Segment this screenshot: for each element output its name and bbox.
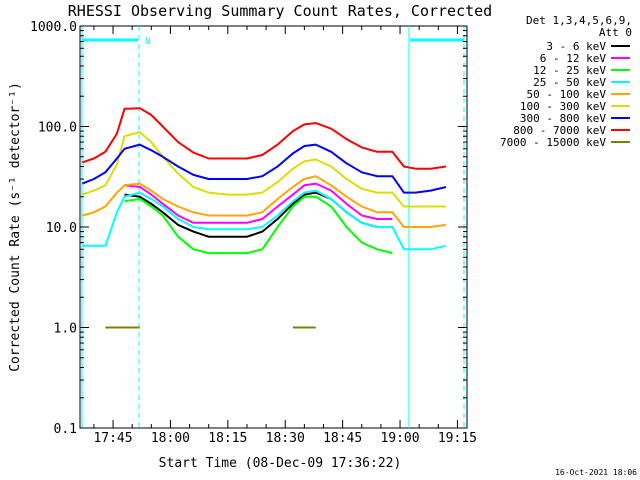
y-axis-label: Corrected Count Rate (s⁻¹ detector⁻¹) bbox=[8, 82, 23, 372]
legend-label: 300 - 800 keV bbox=[520, 112, 606, 125]
axes-layer: 17:45 18:00 18:15 18:30 18:45 19:00 19:15 0.1 1.… bbox=[30, 20, 477, 446]
x-tick-label: 18:00 bbox=[151, 431, 190, 446]
series-line-300-800-kev bbox=[82, 143, 447, 194]
series-line-50-100-kev bbox=[82, 175, 447, 228]
y-tick-label: 100.0 bbox=[38, 121, 77, 136]
x-axis-label: Start Time (08-Dec-09 17:36:22) bbox=[159, 456, 402, 471]
legend-label: 12 - 25 keV bbox=[533, 64, 606, 77]
x-tick-label: 19:00 bbox=[380, 431, 419, 446]
y-tick-label: 1000.0 bbox=[30, 20, 77, 35]
night-marker-label: N bbox=[145, 37, 150, 47]
x-tick-label: 17:45 bbox=[93, 431, 132, 446]
x-tick-label: 18:15 bbox=[208, 431, 247, 446]
series-line-800-7000-kev bbox=[82, 107, 447, 170]
x-tick-label: 18:45 bbox=[323, 431, 362, 446]
chart-title: RHESSI Observing Summary Count Rates, Co… bbox=[68, 2, 492, 20]
series-line-100-300-kev bbox=[82, 131, 446, 208]
legend-label: 7000 - 15000 keV bbox=[500, 136, 606, 149]
legend-header-detectors: Det 1,3,4,5,6,9, bbox=[526, 14, 632, 27]
y-tick-label: 0.1 bbox=[54, 422, 77, 437]
generation-timestamp: 16-Oct-2021 18:06 bbox=[555, 468, 637, 477]
legend-label: 50 - 100 keV bbox=[527, 88, 607, 101]
legend-label: 800 - 7000 keV bbox=[513, 124, 606, 137]
legend-label: 6 - 12 keV bbox=[540, 52, 607, 65]
series-line-6-12-kev bbox=[124, 182, 393, 224]
y-tick-label: 1.0 bbox=[54, 322, 77, 337]
legend-label: 100 - 300 keV bbox=[520, 100, 606, 113]
legend-label: 3 - 6 keV bbox=[546, 40, 606, 53]
y-tick-label: 10.0 bbox=[46, 221, 77, 236]
legend-header-attenuator: Att 0 bbox=[599, 26, 632, 39]
x-tick-label: 19:15 bbox=[438, 431, 477, 446]
series-line-12-25-kev bbox=[124, 195, 393, 255]
series-line-25-50-kev bbox=[82, 189, 447, 251]
x-tick-label: 18:30 bbox=[266, 431, 305, 446]
series-layer bbox=[82, 107, 447, 329]
legend-label: 25 - 50 keV bbox=[533, 76, 606, 89]
